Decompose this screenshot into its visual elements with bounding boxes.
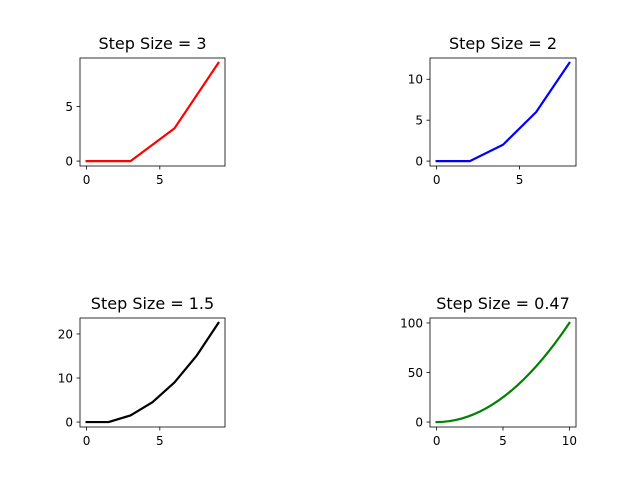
x-tick-label: 5 — [499, 434, 507, 448]
y-tick-label: 0 — [415, 415, 423, 429]
y-tick-label: 100 — [400, 316, 423, 330]
x-tick-label: 0 — [83, 434, 91, 448]
series-line — [435, 321, 571, 424]
series-line — [85, 321, 220, 424]
x-tick-label: 0 — [433, 434, 441, 448]
series-line — [85, 61, 220, 163]
subplot-title: Step Size = 2 — [449, 34, 557, 53]
series-line — [435, 61, 571, 163]
y-tick-label: 0 — [65, 415, 73, 429]
x-tick-label: 5 — [156, 434, 164, 448]
x-tick-label: 0 — [83, 173, 91, 187]
subplot-3: Step Size = 1.5 0 5 0 10 20 — [58, 294, 226, 448]
y-tick-label: 5 — [65, 100, 73, 114]
subplot-1: Step Size = 3 0 5 0 5 — [65, 34, 226, 187]
axes-frame — [429, 317, 577, 428]
y-tick-label: 5 — [415, 113, 423, 127]
y-tick-label: 20 — [58, 327, 73, 341]
y-tick-label: 10 — [408, 73, 423, 87]
subplot-title: Step Size = 3 — [98, 34, 206, 53]
subplot-title: Step Size = 1.5 — [91, 294, 214, 313]
x-tick-label: 10 — [562, 434, 577, 448]
y-tick-label: 0 — [65, 154, 73, 168]
x-tick-label: 0 — [433, 173, 441, 187]
axes-frame — [79, 317, 226, 428]
y-tick-label: 50 — [408, 366, 423, 380]
axes-frame — [79, 57, 226, 167]
x-tick-label: 5 — [516, 173, 524, 187]
subplot-title: Step Size = 0.47 — [436, 294, 570, 313]
subplot-2: Step Size = 2 0 5 0 5 10 — [408, 34, 577, 187]
y-tick-label: 10 — [58, 371, 73, 385]
y-tick-label: 0 — [415, 154, 423, 168]
axes-frame — [429, 57, 577, 167]
x-tick-label: 5 — [156, 173, 164, 187]
